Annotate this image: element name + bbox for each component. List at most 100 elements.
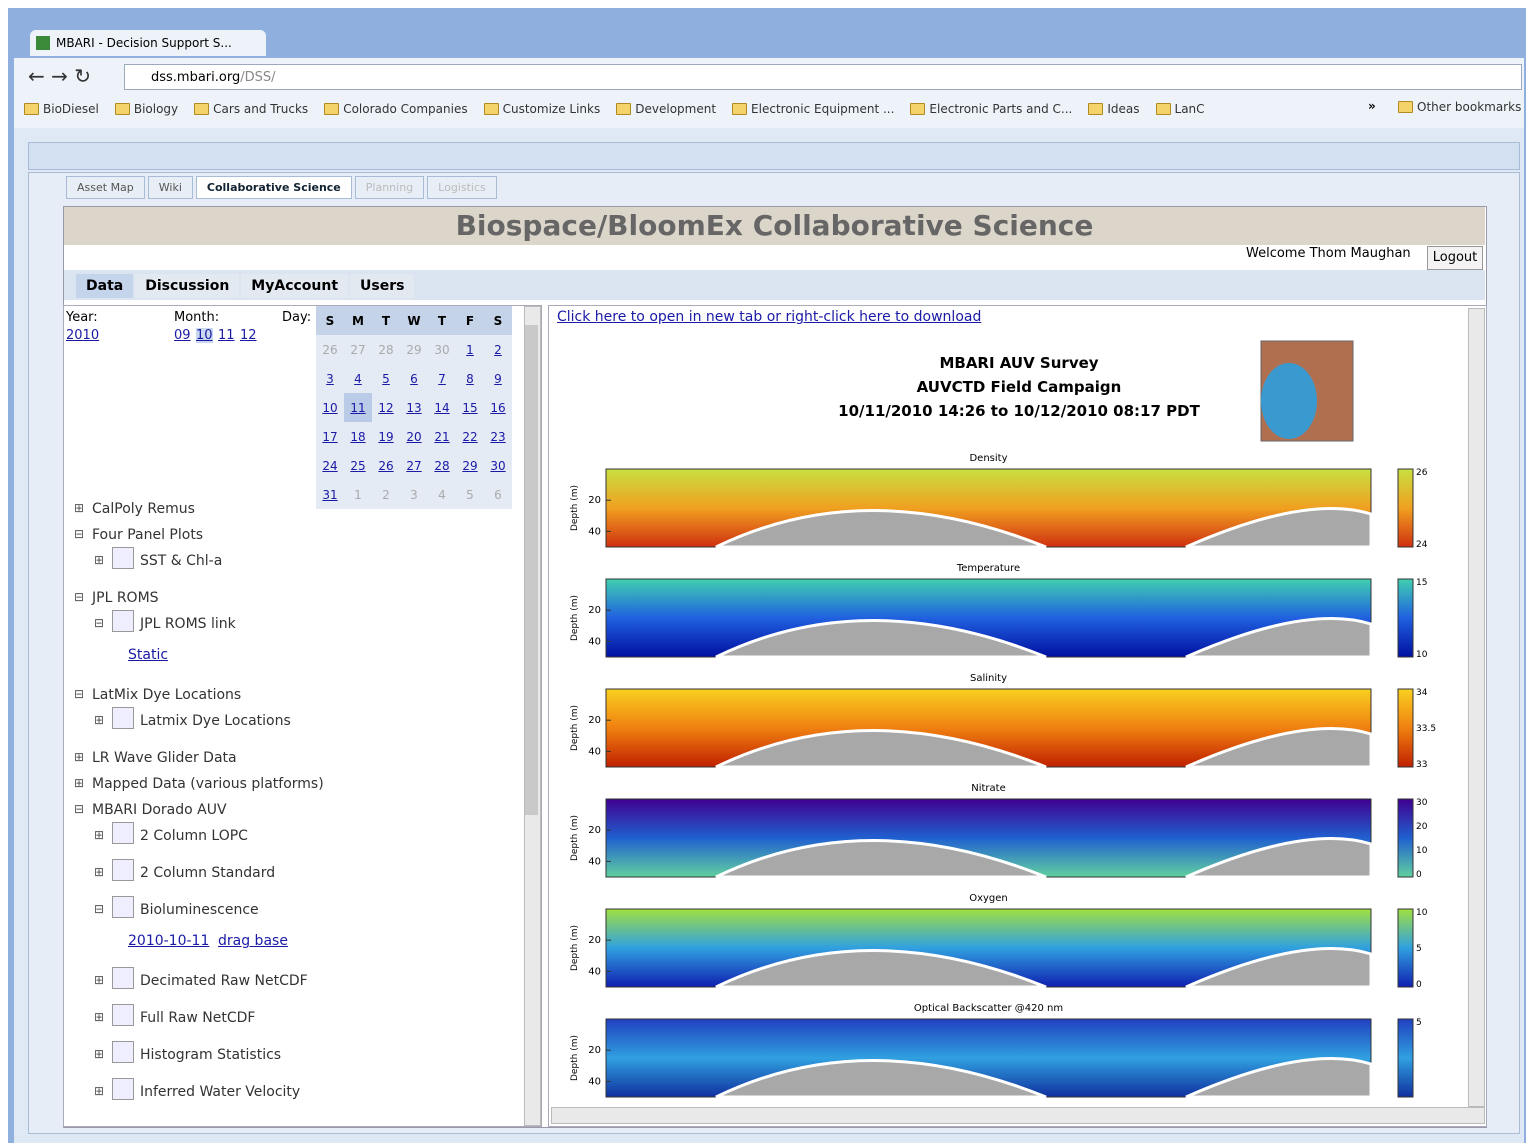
tree-label[interactable]: CalPoly Remus	[92, 501, 195, 517]
tree-label[interactable]: JPL ROMS link	[140, 616, 236, 632]
year-link[interactable]: 2010	[66, 328, 99, 343]
calendar-day[interactable]: 17	[316, 422, 344, 451]
tree-label[interactable]: LatMix Dye Locations	[92, 687, 241, 703]
bookmark[interactable]: Cars and Trucks	[194, 102, 308, 116]
tree-toggle[interactable]: ⊞	[94, 553, 104, 567]
calendar-day[interactable]: 13	[400, 393, 428, 422]
tree-label[interactable]: JPL ROMS	[92, 590, 159, 606]
calendar-day[interactable]: 28	[428, 451, 456, 480]
calendar-day[interactable]: 22	[456, 422, 484, 451]
calendar-day[interactable]: 19	[372, 422, 400, 451]
left-scroll-thumb[interactable]	[525, 325, 538, 815]
month-link[interactable]: 11	[218, 328, 235, 343]
right-scrollbar[interactable]	[1468, 308, 1485, 1107]
tree-label[interactable]: 2 Column LOPC	[140, 828, 248, 844]
tree-label[interactable]: Inferred Water Velocity	[140, 1084, 300, 1100]
calendar-day[interactable]: 4	[344, 364, 372, 393]
tree-toggle[interactable]: ⊟	[94, 616, 104, 630]
tree-link[interactable]: 2010-10-11	[128, 933, 209, 949]
subtab[interactable]: MyAccount	[241, 274, 348, 298]
bookmark[interactable]: BioDiesel	[24, 102, 99, 116]
calendar-day[interactable]: 26	[372, 451, 400, 480]
calendar-day[interactable]: 3	[316, 364, 344, 393]
tree-toggle[interactable]: ⊞	[94, 713, 104, 727]
tree-toggle[interactable]: ⊟	[74, 802, 84, 816]
tree-label[interactable]: LR Wave Glider Data	[92, 750, 237, 766]
app-tab[interactable]: Planning	[355, 176, 424, 199]
tree-toggle[interactable]: ⊟	[94, 902, 104, 916]
bookmark[interactable]: LanC	[1156, 102, 1205, 116]
calendar-day[interactable]: 2	[484, 335, 512, 364]
subtab[interactable]: Users	[350, 274, 414, 298]
bookmark[interactable]: Colorado Companies	[324, 102, 467, 116]
calendar-day[interactable]: 7	[428, 364, 456, 393]
browser-tab[interactable]: MBARI - Decision Support S...	[30, 30, 266, 56]
tree-toggle[interactable]: ⊞	[94, 973, 104, 987]
tree-toggle[interactable]: ⊟	[74, 527, 84, 541]
tree-label[interactable]: Latmix Dye Locations	[140, 713, 291, 729]
logout-button[interactable]: Logout	[1427, 246, 1483, 270]
calendar-day[interactable]: 16	[484, 393, 512, 422]
tree-link[interactable]: Static	[128, 647, 168, 663]
calendar-day[interactable]: 11	[344, 393, 372, 422]
calendar-day[interactable]: 10	[316, 393, 344, 422]
calendar-day[interactable]: 14	[428, 393, 456, 422]
calendar-day[interactable]: 1	[456, 335, 484, 364]
tree-toggle[interactable]: ⊟	[74, 687, 84, 701]
app-tab[interactable]: Logistics	[427, 176, 497, 199]
subtab[interactable]: Data	[76, 274, 133, 298]
tree-toggle[interactable]: ⊞	[94, 1047, 104, 1061]
calendar-day[interactable]: 23	[484, 422, 512, 451]
other-bookmarks[interactable]: Other bookmarks	[1398, 100, 1521, 114]
calendar-day[interactable]: 31	[316, 480, 344, 509]
calendar-day[interactable]: 30	[484, 451, 512, 480]
bookmark[interactable]: Ideas	[1088, 102, 1139, 116]
bookmark[interactable]: Electronic Equipment ...	[732, 102, 894, 116]
tree-toggle[interactable]: ⊟	[74, 590, 84, 604]
calendar-day[interactable]: 12	[372, 393, 400, 422]
tree-toggle[interactable]: ⊞	[94, 1084, 104, 1098]
month-link[interactable]: 10	[196, 328, 213, 343]
app-tab[interactable]: Collaborative Science	[196, 176, 352, 199]
tree-toggle[interactable]: ⊞	[74, 501, 84, 515]
tree-toggle[interactable]: ⊞	[94, 828, 104, 842]
calendar-day[interactable]: 21	[428, 422, 456, 451]
app-tab[interactable]: Wiki	[148, 176, 193, 199]
calendar-day[interactable]: 25	[344, 451, 372, 480]
calendar-day[interactable]: 27	[400, 451, 428, 480]
calendar-day[interactable]: 5	[372, 364, 400, 393]
tree-label[interactable]: Mapped Data (various platforms)	[92, 776, 324, 792]
tree-label[interactable]: Bioluminescence	[140, 902, 259, 918]
month-link[interactable]: 09	[174, 328, 191, 343]
bookmarks-more[interactable]: »	[1368, 99, 1376, 113]
subtab[interactable]: Discussion	[135, 274, 239, 298]
tree-toggle[interactable]: ⊞	[74, 776, 84, 790]
tree-toggle[interactable]: ⊞	[94, 865, 104, 879]
tree-label[interactable]: SST & Chl-a	[140, 553, 222, 569]
calendar-day[interactable]: 8	[456, 364, 484, 393]
tree-link[interactable]: drag base	[218, 933, 288, 949]
tree-label[interactable]: Four Panel Plots	[92, 527, 203, 543]
calendar-day[interactable]: 20	[400, 422, 428, 451]
calendar-day[interactable]: 15	[456, 393, 484, 422]
tree-label[interactable]: Histogram Statistics	[140, 1047, 281, 1063]
tree-label[interactable]: Decimated Raw NetCDF	[140, 973, 308, 989]
bookmark[interactable]: Development	[616, 102, 716, 116]
bookmark[interactable]: Electronic Parts and C...	[910, 102, 1072, 116]
bookmark[interactable]: Customize Links	[484, 102, 601, 116]
bookmark[interactable]: Biology	[115, 102, 178, 116]
nav-buttons[interactable]: ← → ↻	[28, 64, 91, 88]
address-bar[interactable]: dss.mbari.org/DSS/	[124, 64, 1522, 90]
tree-label[interactable]: MBARI Dorado AUV	[92, 802, 227, 818]
calendar-day[interactable]: 18	[344, 422, 372, 451]
calendar-day[interactable]: 6	[400, 364, 428, 393]
tree-label[interactable]: 2 Column Standard	[140, 865, 275, 881]
tree-label[interactable]: Full Raw NetCDF	[140, 1010, 255, 1026]
app-tab[interactable]: Asset Map	[66, 176, 145, 199]
tree-toggle[interactable]: ⊞	[74, 750, 84, 764]
right-h-scrollbar[interactable]	[551, 1107, 1485, 1124]
calendar-day[interactable]: 24	[316, 451, 344, 480]
month-link[interactable]: 12	[240, 328, 257, 343]
tree-toggle[interactable]: ⊞	[94, 1010, 104, 1024]
calendar-day[interactable]: 29	[456, 451, 484, 480]
